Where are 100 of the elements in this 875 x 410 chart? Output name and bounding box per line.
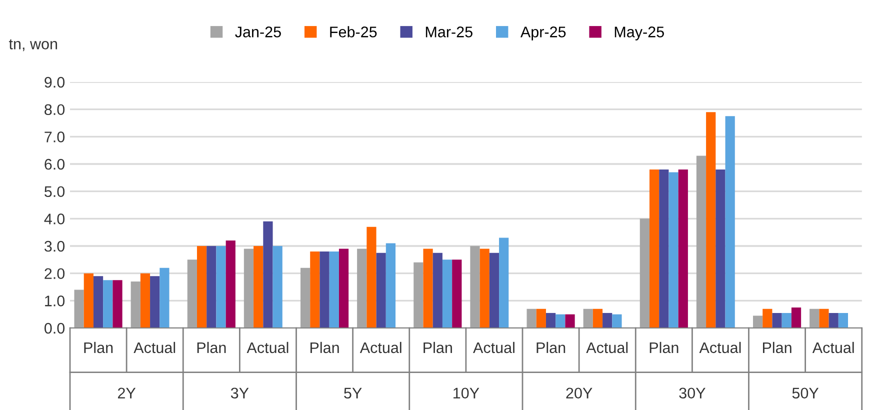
bar	[254, 246, 264, 328]
x-tick-label: Plan	[197, 342, 226, 354]
bar	[696, 156, 706, 328]
x-tick-label: Plan	[536, 342, 566, 354]
bar	[716, 169, 726, 328]
bar	[782, 312, 792, 328]
bar	[432, 252, 442, 328]
bar	[338, 248, 349, 328]
text: 2Y	[118, 388, 136, 398]
bar	[649, 169, 660, 328]
legend-label: Feb-25	[330, 26, 377, 38]
y-tick-label: 7.0	[44, 132, 65, 142]
bar	[592, 308, 603, 328]
bar	[140, 273, 150, 328]
bar	[150, 276, 160, 328]
bar	[300, 268, 310, 328]
bar	[828, 312, 838, 328]
x-tick-label: Plan	[424, 342, 452, 354]
text: 10Y	[454, 388, 480, 399]
y-tick-label: 2.0	[44, 268, 65, 280]
bar	[386, 243, 396, 328]
legend-label: Mar-25	[426, 26, 472, 38]
bar	[112, 280, 122, 328]
bar	[640, 218, 650, 328]
y-tick-label: 3.0	[44, 240, 65, 252]
bar	[583, 308, 593, 328]
bar	[470, 246, 480, 328]
bar	[187, 260, 197, 328]
bar	[366, 226, 376, 328]
x-tick-label: Actual	[246, 342, 288, 354]
text: 5Y	[344, 388, 362, 399]
y-tick-label: 9.0	[44, 76, 65, 88]
bar	[74, 290, 84, 328]
x-tick-label: Actual	[134, 342, 176, 354]
bar	[206, 246, 216, 328]
bar	[612, 314, 622, 328]
x-tick-label: Plan	[762, 342, 792, 354]
bar	[772, 312, 782, 328]
bar	[160, 268, 170, 328]
bar	[762, 308, 772, 328]
bar	[84, 273, 94, 328]
bar	[357, 248, 367, 328]
x-tick-label: Plan	[310, 342, 339, 354]
y-tick-label: 8.0	[44, 104, 65, 116]
x-tick-label: Actual	[812, 342, 854, 354]
bar	[414, 262, 424, 328]
bar	[659, 169, 669, 328]
bar	[678, 169, 688, 328]
bar	[103, 280, 113, 328]
bar	[320, 251, 330, 328]
y-tick-label: 1.0	[45, 296, 65, 306]
text: 30Y	[679, 388, 706, 399]
x-tick-label: Plan	[84, 342, 113, 354]
y-tick-label: 5.0	[44, 186, 65, 198]
bar	[565, 314, 575, 328]
bar	[546, 312, 556, 328]
bar	[791, 308, 802, 328]
bar	[93, 276, 104, 328]
bar	[526, 308, 536, 328]
bar	[329, 251, 339, 328]
x-tick-label: Actual	[473, 342, 514, 354]
legend-label: May-25	[614, 26, 664, 40]
bar	[216, 246, 226, 328]
bar	[810, 308, 820, 328]
bar	[489, 252, 500, 328]
bar	[819, 308, 829, 328]
bar	[423, 248, 433, 328]
x-tick-label: Actual	[360, 342, 402, 354]
bar	[536, 308, 546, 328]
bar	[725, 116, 735, 328]
bar	[480, 248, 490, 328]
bar	[752, 316, 763, 328]
bar	[196, 246, 207, 328]
y-tick-label: 4.0	[44, 214, 65, 224]
text: 50Y	[792, 388, 819, 399]
bar	[452, 260, 462, 328]
bar	[706, 112, 716, 328]
x-tick-label: Actual	[586, 342, 628, 354]
text: 3Y	[230, 388, 249, 399]
legend-label: Apr-25	[520, 26, 566, 40]
legend-label: Jan-25	[235, 26, 281, 38]
bar	[838, 312, 848, 328]
x-tick-label: Actual	[699, 342, 741, 354]
bar	[556, 314, 566, 328]
bar	[442, 260, 452, 328]
text: 20Y	[566, 388, 592, 399]
bar	[310, 251, 320, 328]
bar	[263, 221, 273, 328]
bar	[376, 252, 386, 328]
y-tick-label: 0.0	[44, 322, 65, 334]
bar	[244, 248, 254, 328]
bar	[272, 246, 282, 328]
bar	[130, 282, 140, 328]
bar	[499, 238, 509, 328]
bar	[668, 172, 678, 328]
y-axis-title: tn, won	[8, 39, 58, 52]
y-tick-label: 6.0	[44, 158, 65, 170]
bar	[602, 312, 612, 328]
bar	[226, 240, 236, 328]
x-tick-label: Plan	[650, 342, 678, 354]
